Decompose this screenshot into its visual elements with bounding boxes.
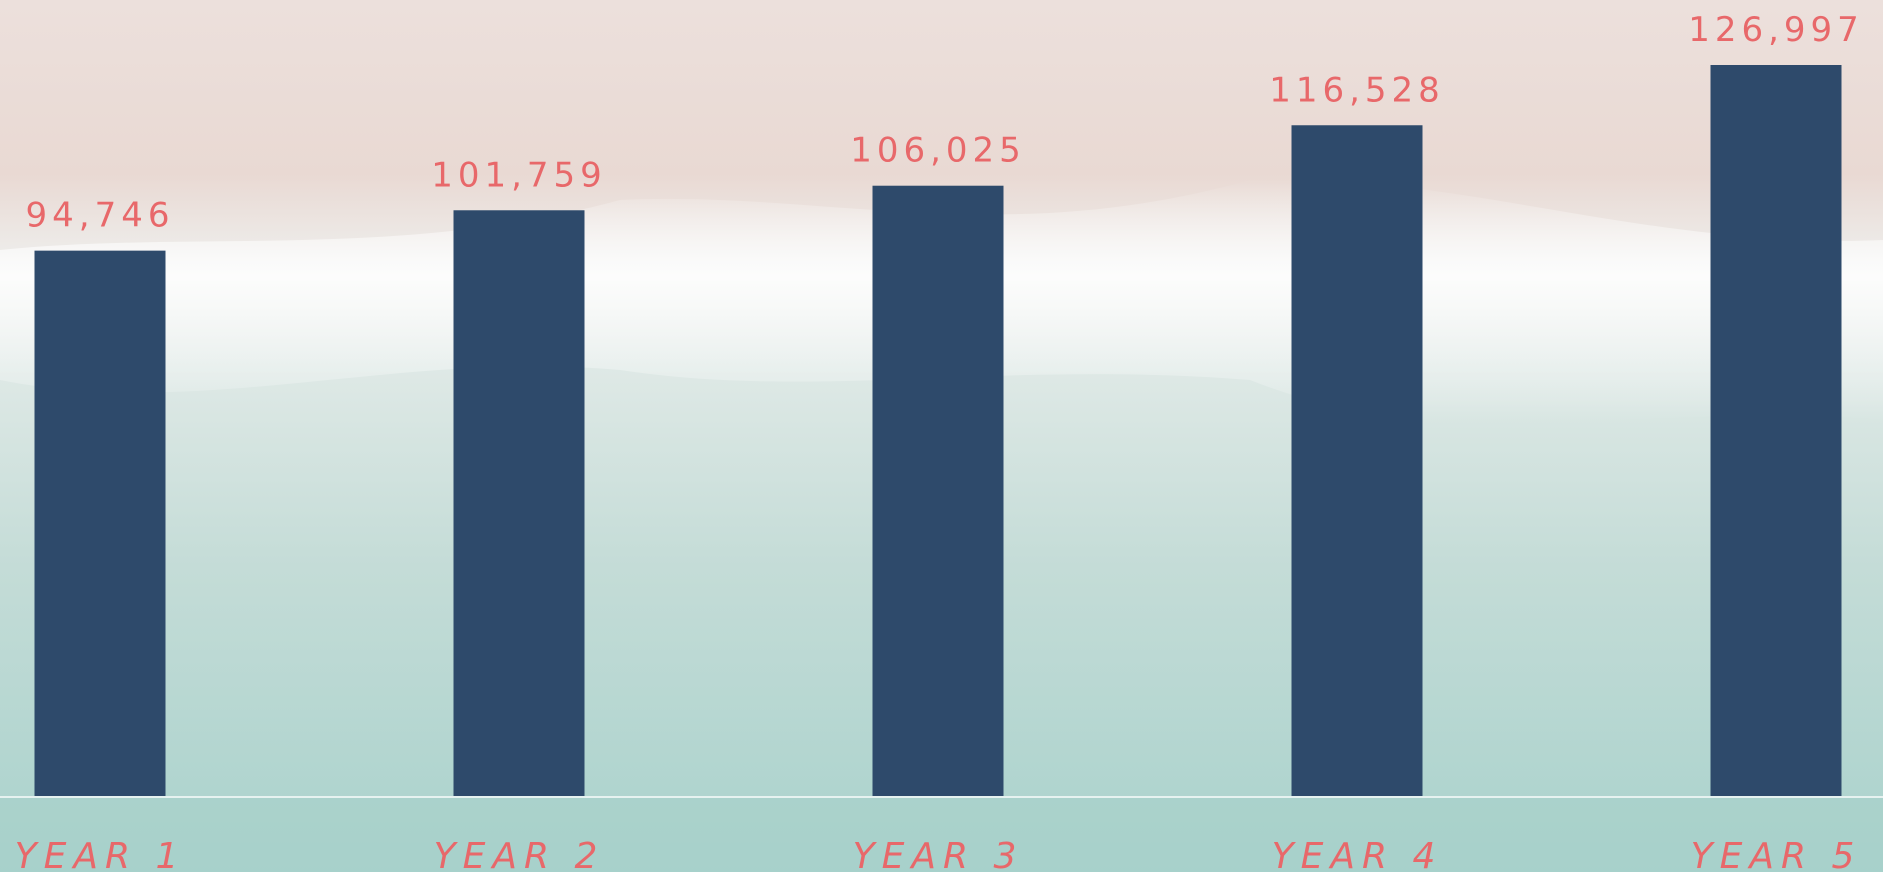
x-tick-label: YEAR 5 — [1691, 836, 1862, 872]
bar — [873, 186, 1004, 796]
x-tick-label: YEAR 1 — [15, 836, 186, 872]
bar — [454, 210, 585, 796]
bar — [1711, 65, 1842, 796]
value-label: 94,746 — [26, 196, 175, 236]
bar — [1292, 125, 1423, 796]
value-label: 101,759 — [431, 155, 607, 195]
value-label: 106,025 — [850, 131, 1026, 171]
chart: 94,746 YEAR 1 101,759 YEAR 2 106,025 YEAR 3 11… — [0, 0, 1883, 872]
x-tick-label: YEAR 3 — [853, 836, 1024, 872]
value-label: 126,997 — [1688, 10, 1864, 50]
page: {"chart_data": {"type": "bar", "categori… — [0, 0, 1883, 872]
bar — [35, 251, 166, 796]
x-tick-label: YEAR 2 — [434, 836, 605, 872]
x-tick-label: YEAR 4 — [1272, 836, 1443, 872]
value-label: 116,528 — [1269, 70, 1445, 110]
